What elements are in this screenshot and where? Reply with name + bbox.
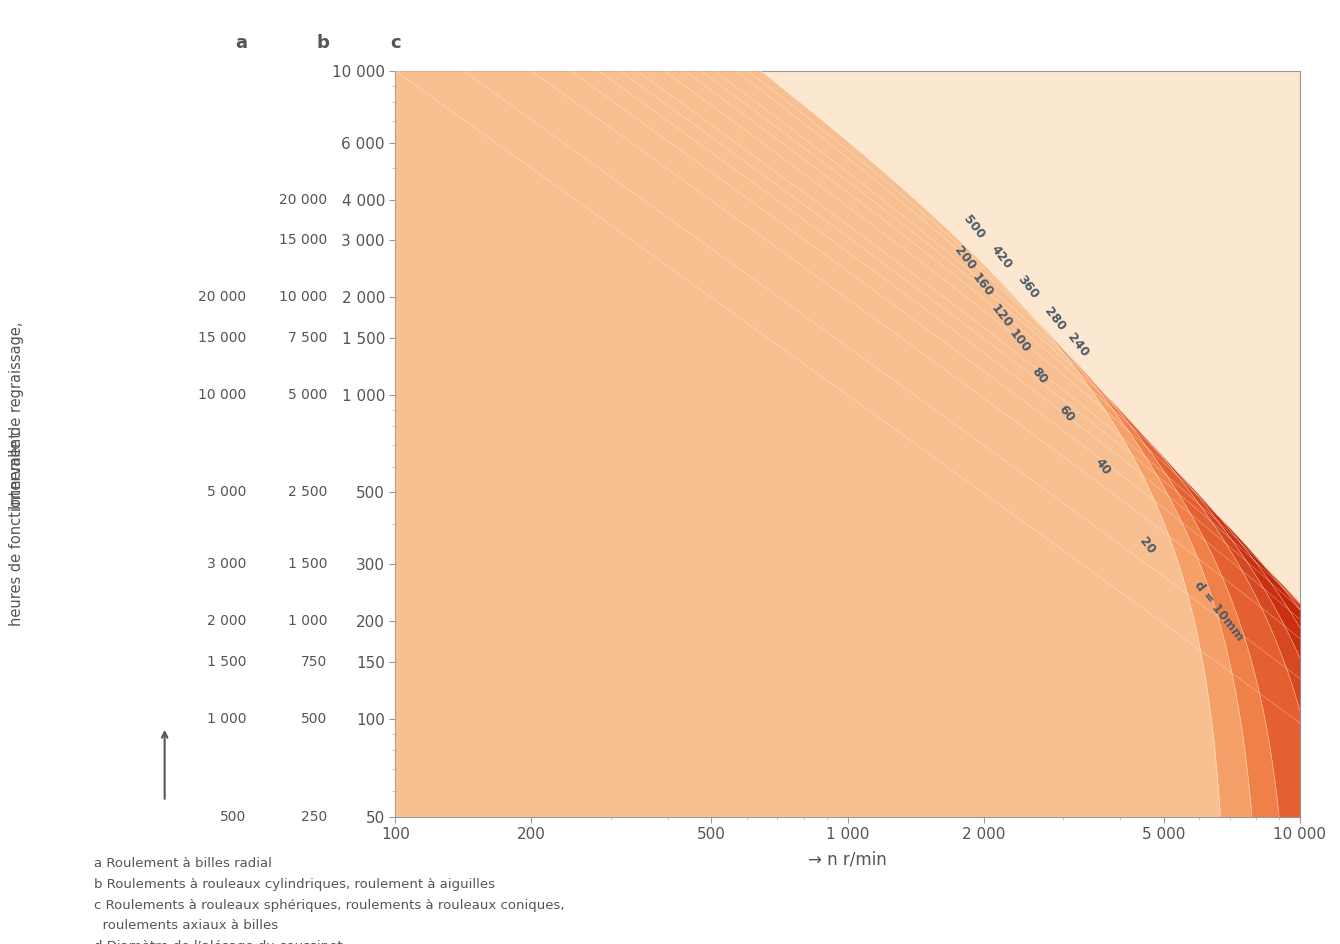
Text: d Diamètre de l’alésage du coussinet: d Diamètre de l’alésage du coussinet — [94, 940, 343, 944]
Text: 1 000: 1 000 — [206, 712, 247, 726]
Text: 280: 280 — [1043, 305, 1068, 334]
Text: c: c — [390, 34, 401, 52]
Text: 160: 160 — [970, 271, 996, 299]
Text: 420: 420 — [988, 244, 1014, 272]
Text: 500: 500 — [220, 810, 247, 823]
Text: 80: 80 — [1028, 364, 1049, 386]
Text: 5 000: 5 000 — [206, 485, 247, 499]
Text: 360: 360 — [1014, 273, 1041, 301]
Text: roulements axiaux à billes: roulements axiaux à billes — [94, 919, 277, 933]
Text: 3 000: 3 000 — [206, 557, 247, 571]
Text: 15 000: 15 000 — [198, 330, 247, 345]
Text: 100: 100 — [1006, 327, 1032, 356]
Text: 20 000: 20 000 — [198, 291, 247, 304]
Text: 1 500: 1 500 — [288, 557, 327, 571]
Text: 2 500: 2 500 — [288, 485, 327, 499]
Text: 5 000: 5 000 — [288, 388, 327, 402]
Text: a Roulement à billes radial: a Roulement à billes radial — [94, 857, 272, 870]
Text: 2 000: 2 000 — [206, 615, 247, 629]
Text: d = 10mm: d = 10mm — [1191, 579, 1246, 644]
Text: 15 000: 15 000 — [279, 233, 327, 247]
Text: heures de fonctionnement: heures de fonctionnement — [8, 431, 24, 626]
Text: 200: 200 — [951, 244, 978, 273]
Text: 250: 250 — [302, 810, 327, 823]
Text: 20 000: 20 000 — [279, 193, 327, 207]
Text: 40: 40 — [1092, 456, 1112, 478]
Text: 1 500: 1 500 — [206, 655, 247, 669]
Text: 7 500: 7 500 — [288, 330, 327, 345]
Text: c Roulements à rouleaux sphériques, roulements à rouleaux coniques,: c Roulements à rouleaux sphériques, roul… — [94, 899, 564, 912]
Text: 750: 750 — [302, 655, 327, 669]
Text: 240: 240 — [1064, 330, 1091, 360]
Text: 500: 500 — [961, 213, 988, 242]
Text: Intervalle de regraissage,: Intervalle de regraissage, — [8, 322, 24, 509]
Text: 60: 60 — [1056, 403, 1076, 425]
X-axis label: → n r/min: → n r/min — [808, 851, 887, 868]
Text: 10 000: 10 000 — [198, 388, 247, 402]
Text: 20: 20 — [1136, 535, 1158, 557]
Text: b: b — [316, 34, 330, 52]
Text: 1 000: 1 000 — [288, 615, 327, 629]
Text: 500: 500 — [302, 712, 327, 726]
Text: b Roulements à rouleaux cylindriques, roulement à aiguilles: b Roulements à rouleaux cylindriques, ro… — [94, 878, 494, 891]
Text: 120: 120 — [988, 302, 1014, 330]
Text: 10 000: 10 000 — [279, 291, 327, 304]
Text: a: a — [236, 34, 248, 52]
